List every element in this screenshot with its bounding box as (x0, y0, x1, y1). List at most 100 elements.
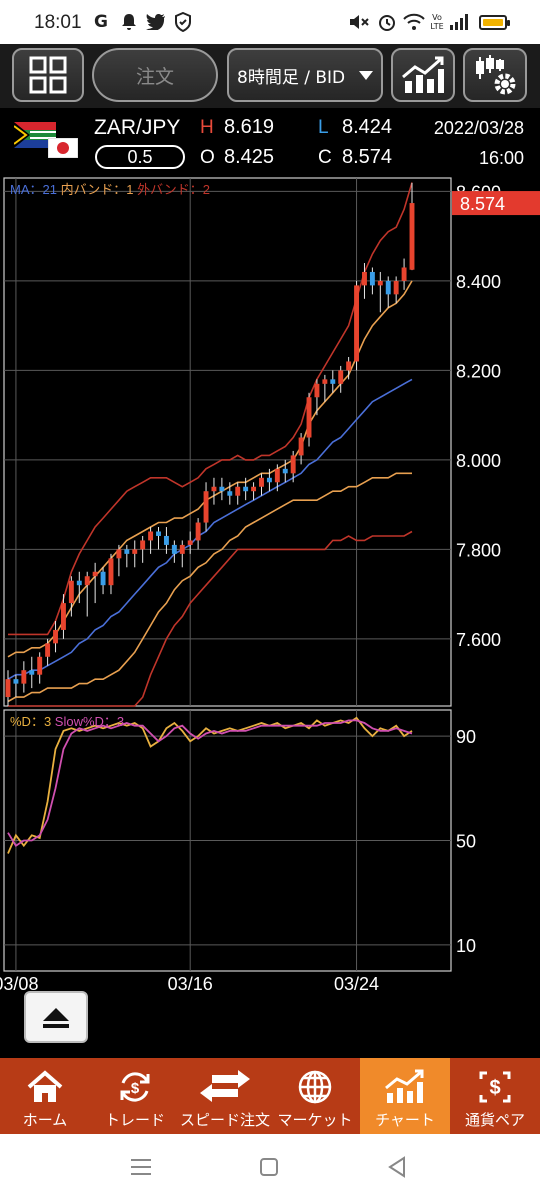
chart-area[interactable]: 8.6008.4008.2008.0007.8007.60003/0803/16… (0, 174, 540, 1000)
current-price-label: 8.574 (460, 194, 505, 214)
svg-text:$: $ (489, 1077, 500, 1099)
eject-icon (43, 1008, 69, 1028)
candle (259, 477, 264, 487)
candle (282, 468, 288, 474)
mute-icon (348, 10, 370, 34)
quote-panel: ZAR/JPY H 8.619 L 8.424 O 8.425 C 8.574 0.5 … (0, 108, 540, 174)
candle (171, 544, 177, 554)
y-tick-label: 8.400 (456, 272, 501, 292)
chart-toolbar: 注文 8時間足 / BID (0, 44, 540, 108)
candle (362, 271, 367, 286)
stoch-y-tick-label: 90 (456, 727, 476, 747)
candle (45, 643, 51, 657)
high-price: H 8.619 (200, 116, 275, 138)
open-price: O 8.425 (200, 146, 275, 168)
candle (401, 267, 407, 281)
candle (251, 486, 257, 492)
nav-item-chart[interactable]: チャート (360, 1058, 450, 1134)
recents-icon[interactable] (130, 1157, 152, 1177)
nav-item-home[interactable]: ホーム (0, 1058, 90, 1134)
volte-icon: Vo LTE (430, 13, 444, 31)
nav-item-speed-order[interactable]: スピード注文 (180, 1058, 270, 1134)
inner-band-upper (7, 280, 413, 658)
chart-indicator-icon (402, 56, 444, 93)
candle (108, 558, 114, 586)
candle-gear-icon (476, 55, 516, 95)
candle (187, 540, 193, 545)
quote-date: 2022/03/28 (433, 118, 524, 138)
candle (266, 477, 272, 483)
alarm-icon (377, 10, 397, 34)
stoch-legend: %D：3 Slow%D：3 (10, 714, 124, 729)
y-tick-label: 7.800 (456, 540, 501, 560)
candle (195, 522, 201, 541)
candle (235, 486, 241, 496)
y-tick-label: 8.200 (456, 361, 501, 381)
nav-item-market[interactable]: マーケット (270, 1058, 360, 1134)
main-panel-frame (3, 177, 452, 707)
candle (346, 361, 352, 371)
period-select[interactable]: 8時間足 / BID (227, 48, 383, 102)
order-button-label: 注文 (135, 65, 174, 88)
inner-band-lower (7, 472, 412, 703)
candle (369, 271, 375, 286)
nav-item-currency-pair[interactable]: $ 通貨ペア (450, 1058, 540, 1134)
candle (29, 670, 35, 675)
candle (92, 571, 98, 577)
stoch-y-tick-label: 50 (456, 832, 476, 852)
candle (314, 383, 320, 398)
candle (203, 491, 209, 523)
moving-average-line (7, 378, 413, 680)
shield-icon (174, 10, 192, 34)
stoch-legend-part: Slow%D：3 (51, 714, 124, 729)
candle (53, 629, 58, 644)
nav-label: マーケット (277, 1111, 353, 1129)
candle (290, 455, 296, 474)
nav-label: ホーム (22, 1111, 68, 1129)
candle (354, 285, 360, 362)
home-button-icon[interactable] (259, 1157, 279, 1177)
system-nav-bar (0, 1134, 540, 1200)
indicator-legend-part: MA：21 (10, 182, 57, 197)
chart-settings-button[interactable] (463, 48, 527, 102)
order-button[interactable]: 注文 (92, 48, 218, 102)
candle (163, 535, 169, 545)
signal-icon (449, 10, 471, 34)
candle (219, 486, 225, 492)
candle (298, 437, 304, 456)
chevron-down-icon (359, 70, 373, 80)
battery-icon (479, 15, 510, 30)
stoch-y-tick-label: 10 (456, 936, 476, 956)
candle (132, 549, 138, 554)
chart-svg[interactable]: 8.6008.4008.2008.0007.8007.60003/0803/16… (0, 174, 540, 1000)
candle (100, 571, 106, 586)
candle (330, 379, 336, 384)
layout-grid-button[interactable] (12, 48, 84, 102)
candle (385, 280, 391, 295)
collapse-panel-button[interactable] (24, 991, 88, 1043)
stoch-d-line (7, 719, 413, 847)
lot-size-badge[interactable]: 0.5 (95, 145, 185, 169)
svg-text:$: $ (131, 1080, 140, 1097)
candle (156, 531, 161, 536)
candle (140, 540, 146, 550)
wifi-icon (403, 10, 425, 34)
candle (227, 491, 233, 496)
nav-label: チャート (375, 1111, 435, 1129)
candle (211, 486, 217, 492)
indicator-legend-part: 内バンド：1 (57, 182, 134, 197)
chart-icon (385, 1069, 424, 1103)
period-select-label: 8時間足 / BID (237, 67, 346, 88)
candle (76, 580, 82, 586)
x-tick-label: 03/08 (0, 974, 38, 994)
candle (84, 576, 90, 586)
candle (306, 397, 312, 438)
candle (338, 370, 344, 384)
candle (322, 379, 328, 384)
currency-pair-icon: $ (479, 1071, 511, 1103)
nav-label: トレード (104, 1111, 165, 1129)
google-icon: G (94, 12, 108, 32)
indicator-button[interactable] (391, 48, 455, 102)
back-icon[interactable] (387, 1156, 407, 1178)
nav-item-trade[interactable]: $ トレード (90, 1058, 180, 1134)
